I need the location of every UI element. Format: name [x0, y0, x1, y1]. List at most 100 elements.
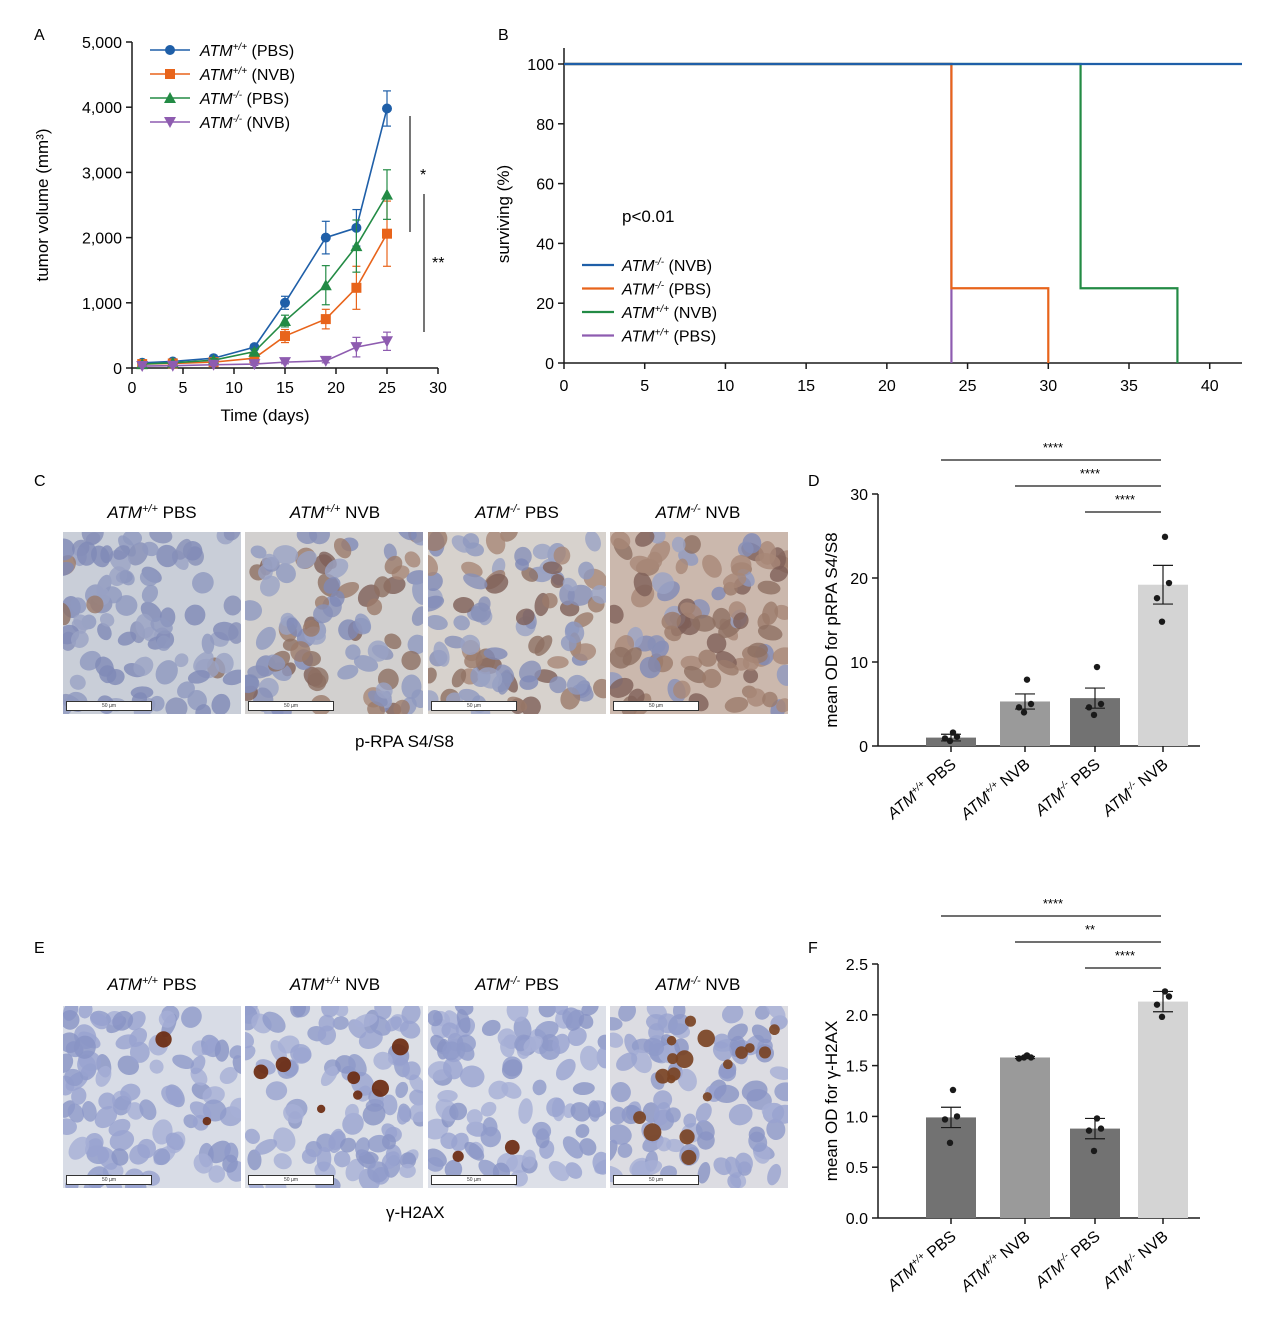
f-y-tick-label: 1.5	[846, 1059, 868, 1076]
f-data-point	[1158, 1013, 1166, 1021]
e-image-header: ATM-/- PBS	[474, 975, 559, 994]
cell-nucleus	[223, 532, 241, 541]
d-y-tick-label: 0	[859, 739, 868, 756]
cell-nucleus	[698, 649, 717, 667]
cell-nucleus	[307, 667, 329, 688]
d-category-label: ATM+/+ PBS	[883, 755, 959, 823]
stained-nucleus	[353, 1090, 363, 1100]
cell-nucleus	[638, 1160, 663, 1176]
stained-nucleus	[702, 1092, 713, 1102]
cell-nucleus	[290, 1043, 312, 1064]
f-data-point	[1020, 1054, 1028, 1061]
f-bar	[1000, 1057, 1050, 1218]
a-data-point	[279, 357, 291, 369]
cell-nucleus	[501, 1082, 522, 1099]
a-y-tick-label: 2,000	[82, 231, 122, 248]
cell-nucleus	[333, 538, 352, 559]
cell-nucleus	[702, 554, 722, 578]
cell-nucleus	[265, 1081, 288, 1101]
cell-nucleus	[187, 670, 210, 684]
cell-nucleus	[456, 1042, 475, 1061]
f-bar	[1138, 1001, 1188, 1218]
cell-nucleus	[214, 1039, 230, 1062]
cell-nucleus	[228, 622, 241, 644]
cell-nucleus	[711, 586, 726, 601]
f-y-tick-label: 2.0	[846, 1008, 868, 1025]
cell-nucleus	[63, 602, 71, 626]
cell-nucleus	[532, 1121, 552, 1140]
cell-nucleus	[646, 551, 663, 570]
cell-nucleus	[575, 1124, 590, 1138]
d-data-point	[1020, 709, 1028, 716]
cell-nucleus	[552, 1033, 570, 1054]
cell-nucleus	[680, 655, 703, 671]
cell-nucleus	[757, 580, 781, 595]
cell-nucleus	[755, 1006, 770, 1020]
cell-nucleus	[63, 1118, 77, 1135]
cell-nucleus	[762, 691, 778, 708]
a-x-tick-label: 5	[179, 380, 188, 397]
cell-nucleus	[190, 1055, 206, 1075]
cell-nucleus	[338, 619, 359, 641]
cell-nucleus	[401, 674, 422, 700]
c-image-header: ATM+/+ NVB	[289, 503, 380, 522]
cell-nucleus	[464, 652, 483, 669]
cell-nucleus	[683, 1113, 697, 1128]
cell-nucleus	[71, 1087, 87, 1105]
cell-nucleus	[97, 622, 112, 641]
cell-nucleus	[622, 647, 642, 666]
c-micrograph-1: 50 µm	[63, 532, 241, 714]
d-data-point	[1023, 676, 1031, 683]
cell-nucleus	[461, 561, 483, 578]
f-data-point	[1161, 988, 1169, 995]
cell-nucleus	[501, 1059, 523, 1080]
cell-nucleus	[254, 1138, 278, 1155]
cell-nucleus	[666, 1138, 685, 1153]
cell-nucleus	[89, 1012, 109, 1030]
f-data-point	[1093, 1115, 1101, 1122]
cell-nucleus	[354, 613, 372, 634]
b-legend-label: ATM-/- (PBS)	[621, 281, 711, 299]
d-data-point	[953, 733, 961, 740]
f-y-tick-label: 1.0	[846, 1109, 868, 1126]
d-sig-label: ****	[1043, 440, 1063, 455]
b-x-tick-label: 35	[1120, 378, 1138, 395]
stained-nucleus	[667, 1053, 679, 1065]
cell-nucleus	[211, 693, 231, 714]
cell-nucleus	[706, 633, 727, 654]
cell-nucleus	[399, 1163, 416, 1178]
cell-nucleus	[460, 634, 481, 655]
f-data-point	[1015, 1055, 1023, 1062]
f-data-point	[1090, 1147, 1098, 1155]
d-data-point	[1153, 594, 1161, 602]
cell-nucleus	[156, 544, 179, 568]
cell-nucleus	[610, 1124, 632, 1145]
a-data-point	[136, 361, 149, 373]
cell-nucleus	[189, 1101, 212, 1120]
cell-nucleus	[245, 674, 260, 694]
e-image-header: ATM+/+ PBS	[106, 975, 196, 994]
cell-nucleus	[273, 1127, 296, 1152]
e-image-header: ATM+/+ NVB	[289, 975, 380, 994]
cell-nucleus	[331, 1006, 349, 1017]
cell-nucleus	[247, 665, 270, 679]
cell-nucleus	[567, 1027, 587, 1047]
cell-nucleus	[70, 630, 89, 648]
cell-nucleus	[579, 1138, 597, 1156]
cell-nucleus	[449, 1102, 468, 1121]
cell-nucleus	[610, 1017, 623, 1031]
stained-nucleus	[655, 1068, 671, 1084]
cell-nucleus	[588, 1100, 601, 1122]
cell-nucleus	[722, 572, 747, 589]
cell-nucleus	[100, 545, 113, 564]
d-data-point	[949, 729, 957, 736]
cell-nucleus	[596, 1046, 606, 1069]
cell-nucleus	[161, 1085, 183, 1106]
cell-nucleus	[683, 665, 707, 684]
cell-nucleus	[112, 1010, 134, 1031]
stained-nucleus	[504, 1139, 520, 1155]
a-data-point	[280, 331, 290, 342]
c-micrograph-3: 50 µm	[428, 532, 606, 714]
chart-f-h2ax-od: 0.0 0.5 1.0 1.5 2.0 2.5 mean OD for γ-H2AX ATM+…	[822, 896, 1200, 1296]
